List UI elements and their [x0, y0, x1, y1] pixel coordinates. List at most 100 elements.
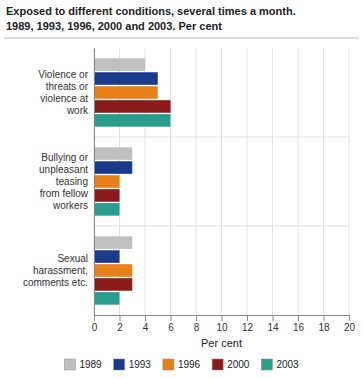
group-separator: [94, 137, 349, 138]
x-tick-mark: [171, 315, 172, 321]
bar: [94, 147, 132, 160]
x-tick-mark: [196, 315, 197, 321]
x-tick: 12: [242, 315, 254, 333]
bar: [94, 189, 120, 202]
x-axis: 0 2 4 6 8 10 12 14 16 18 20: [92, 315, 356, 333]
y-tick-label-line: violence at: [40, 93, 88, 104]
y-tick-label-line: from fellow: [40, 188, 89, 199]
x-tick: 6: [168, 315, 174, 333]
legend-item: 1989: [64, 359, 102, 370]
x-axis-line: [95, 316, 350, 322]
grid-line: [94, 48, 95, 315]
x-tick-label: 12: [242, 322, 254, 333]
bar: [94, 292, 120, 305]
y-tick: Sexualharassment,comments etc.: [23, 253, 94, 288]
bar: [94, 72, 158, 85]
x-tick: 18: [318, 315, 330, 333]
bar: [94, 203, 120, 216]
x-tick-label: 0: [92, 322, 98, 333]
legend-label: 1993: [129, 359, 152, 370]
y-tick: Violence orthreats orviolence atwork: [38, 69, 94, 116]
bar: [94, 58, 145, 71]
chart-svg: Exposed to different conditions, several…: [0, 0, 363, 379]
y-axis: Violence orthreats orviolence atwork Bull…: [23, 49, 95, 316]
x-tick-label: 10: [216, 322, 228, 333]
bar: [94, 114, 171, 127]
title-separator: [4, 38, 359, 39]
x-tick: 2: [117, 315, 123, 333]
x-tick-label: 18: [318, 322, 330, 333]
y-tick-label-line: comments etc.: [23, 277, 88, 288]
bar: [94, 175, 120, 188]
grid-line: [196, 48, 197, 315]
y-axis-line: [94, 49, 95, 316]
bar: [94, 250, 120, 263]
legend-item: 1996: [163, 359, 201, 370]
x-tick-mark: [94, 315, 95, 321]
legend-label: 1996: [178, 359, 201, 370]
chart-container: Exposed to different conditions, several…: [0, 0, 363, 379]
legend-swatch: [212, 359, 223, 370]
legend-item: 2003: [261, 359, 299, 370]
x-tick-mark: [324, 315, 325, 321]
legend-swatch: [261, 359, 272, 370]
y-tick-label-line: teasing: [56, 176, 88, 187]
legend-item: 2000: [212, 359, 250, 370]
x-tick-mark: [247, 315, 248, 321]
x-tick-mark: [273, 315, 274, 321]
bar: [94, 100, 171, 113]
x-tick-label: 4: [143, 322, 149, 333]
x-tick-label: 2: [117, 322, 123, 333]
y-tick-label: Violence orthreats orviolence atwork: [38, 69, 89, 116]
legend: 1989 1993 1996 2000 2003: [64, 359, 299, 370]
y-tick-label: Sexualharassment,comments etc.: [23, 253, 88, 288]
grid: [94, 48, 349, 315]
x-axis-title: Per cent: [201, 337, 242, 349]
x-tick: 20: [344, 315, 356, 333]
x-tick: 0: [92, 315, 98, 333]
grid-line: [221, 48, 222, 315]
legend-item: 1993: [114, 359, 152, 370]
legend-label: 2000: [227, 359, 250, 370]
y-tick: Bullying orunpleasantteasingfrom felloww…: [39, 152, 94, 211]
x-tick-label: 8: [194, 322, 200, 333]
y-tick-label-line: Sexual: [57, 253, 88, 264]
group-separator: [94, 226, 349, 227]
x-tick-label: 14: [267, 322, 279, 333]
x-tick-label: 20: [344, 322, 356, 333]
y-tick-label-line: workers: [52, 200, 88, 211]
bars: [94, 58, 171, 304]
grid-line: [298, 48, 299, 315]
x-tick-label: 6: [168, 322, 174, 333]
y-tick-label-line: work: [66, 105, 89, 116]
legend-swatch: [64, 359, 75, 370]
legend-label: 1989: [79, 359, 102, 370]
grid-line: [247, 48, 248, 315]
plot: 0 2 4 6 8 10 12 14 16 18 20 Per cent Violence orthre…: [23, 48, 356, 349]
x-tick: 16: [293, 315, 305, 333]
legend-swatch: [163, 359, 174, 370]
x-tick: 8: [194, 315, 200, 333]
x-tick-mark: [349, 315, 350, 321]
legend-swatch: [114, 359, 125, 370]
subtitle: 1989, 1993, 1996, 2000 and 2003. Per cen…: [6, 20, 222, 32]
bar: [94, 264, 132, 277]
title: Exposed to different conditions, several…: [6, 5, 296, 17]
x-tick-label: 16: [293, 322, 305, 333]
grid-line: [349, 48, 350, 315]
group-separators: [94, 137, 349, 226]
x-tick-mark: [298, 315, 299, 321]
grid-line: [170, 48, 171, 315]
bar: [94, 278, 132, 291]
bar: [94, 236, 132, 249]
x-tick-mark: [222, 315, 223, 321]
y-tick-label-line: unpleasant: [39, 164, 88, 175]
y-tick-label: Bullying orunpleasantteasingfrom felloww…: [39, 152, 89, 211]
x-tick-mark: [120, 315, 121, 321]
x-tick-mark: [145, 315, 146, 321]
legend-label: 2003: [276, 359, 299, 370]
x-tick: 14: [267, 315, 279, 333]
bar: [94, 86, 158, 99]
y-tick-label-line: Bullying or: [41, 152, 88, 163]
y-tick-label-line: Violence or: [38, 69, 89, 80]
